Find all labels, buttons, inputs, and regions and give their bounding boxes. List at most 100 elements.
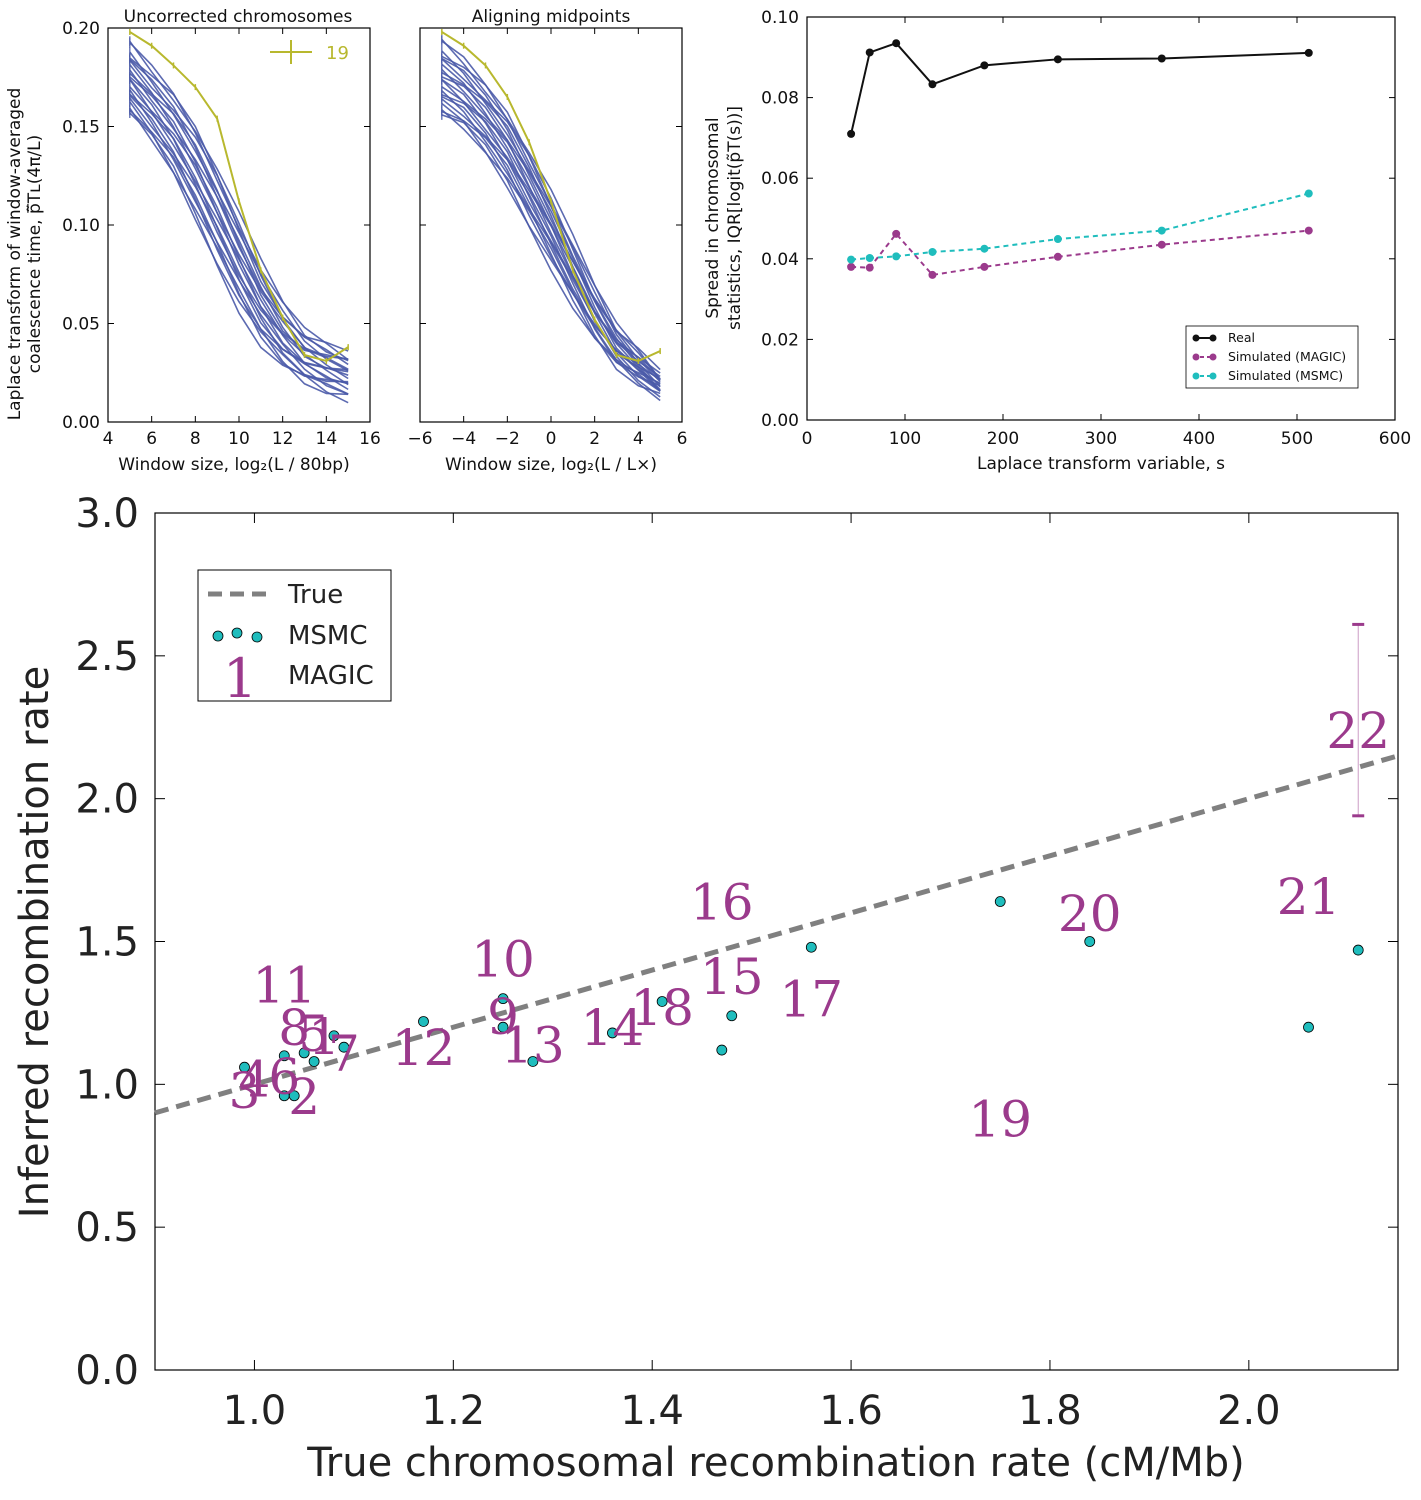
series-point: [892, 252, 901, 261]
msmc-point: [338, 1041, 350, 1053]
series-point: [847, 262, 856, 271]
panel-b: Aligning midpoints −6 −4 −2 0 2 4 6 Window siz…: [407, 7, 687, 475]
series-point: [980, 262, 989, 271]
x-tick-label: 1.0: [223, 1388, 287, 1434]
panel-a-ylabel-1: Laplace transform of window-averaged: [5, 88, 25, 421]
series-point: [1157, 226, 1166, 235]
y-tick-label: 0.05: [62, 314, 100, 334]
magic-label-4: 4: [239, 1051, 271, 1109]
series-point: [980, 244, 989, 253]
x-tick-label: 4: [633, 429, 644, 449]
x-tick-label: 400: [1183, 429, 1215, 449]
y-tick-label: 0.10: [62, 216, 100, 236]
legend-msmc-dot-2: [231, 627, 243, 639]
msmc-point: [328, 1030, 340, 1042]
series-point: [865, 48, 874, 57]
x-tick-label: 2.0: [1217, 1388, 1281, 1434]
panel-a: Uncorrected chromosomes 4 6 8 10 12 14 16 0.00 0…: [5, 7, 381, 475]
chromosome-series: [129, 72, 349, 361]
y-tick-label: 2.5: [75, 634, 139, 680]
series-point: [892, 229, 901, 238]
y-tick-label: 0.10: [761, 8, 799, 28]
panel-d: 1.0 1.2 1.4 1.6 1.8 2.00.00.51.01.52.02.53.0 …: [12, 491, 1399, 1486]
legend-19-label: 19: [326, 43, 349, 64]
legend-magic-marker: [1192, 353, 1200, 361]
y-tick-label: 0.08: [761, 89, 799, 109]
chromosome-series: [129, 86, 349, 371]
msmc-point: [497, 993, 509, 1005]
series-point: [892, 39, 901, 48]
x-tick-label: 2: [589, 429, 600, 449]
x-tick-label: 10: [228, 429, 250, 449]
magic-label-22: 22: [1326, 702, 1390, 760]
panel-c-ylabel-1: Spread in chromosomal: [703, 117, 723, 318]
msmc-point: [656, 996, 668, 1007]
series-point: [865, 263, 874, 272]
series-point: [928, 270, 937, 279]
y-tick-label: 1.0: [75, 1062, 139, 1108]
x-tick-label: 1.8: [1018, 1388, 1082, 1434]
x-tick-label: −4: [451, 429, 476, 449]
series-point: [865, 253, 874, 262]
msmc-point: [288, 1090, 300, 1102]
x-tick-label: 0: [802, 429, 813, 449]
legend-msmc-dot-3: [251, 631, 263, 643]
msmc-point: [726, 1010, 738, 1022]
magic-label-10: 10: [471, 931, 535, 989]
y-tick-label: 0.5: [75, 1205, 139, 1251]
series-line-real: [850, 42, 1309, 135]
y-tick-label: 0.00: [62, 413, 100, 433]
panel-c-xlabel: Laplace transform variable, s: [977, 454, 1225, 474]
series-point: [1304, 226, 1313, 235]
y-tick-label: 1.5: [75, 920, 139, 966]
panel-b-xlabel: Window size, log₂(L / L×): [445, 455, 657, 475]
panel-a-xlabel: Window size, log₂(L / 80bp): [118, 455, 349, 475]
x-tick-label: 14: [316, 429, 338, 449]
series-line-simulated-magic-: [851, 229, 1309, 276]
magic-label-21: 21: [1277, 868, 1341, 926]
x-tick-label: 100: [889, 429, 921, 449]
true-line: [154, 753, 1399, 1116]
series-point: [1053, 252, 1062, 261]
msmc-point: [418, 1016, 429, 1027]
panel-d-ylabel: Inferred recombination rate: [12, 666, 58, 1218]
legend-real-marker: [1192, 334, 1200, 342]
series-point: [847, 129, 856, 138]
magic-label-2: 2: [288, 1068, 320, 1126]
legend-real-label: Real: [1228, 330, 1255, 345]
msmc-point: [1084, 936, 1096, 947]
legend-true-label: True: [287, 580, 343, 610]
chromosome-series: [129, 97, 349, 383]
chromosome-series: [129, 64, 349, 380]
legend-magic-label: MAGIC: [288, 661, 374, 691]
panel-d-msmc-points: [239, 896, 1364, 1102]
magic-label-17: 17: [779, 971, 843, 1029]
legend-msmc-label: Simulated (MSMC): [1228, 368, 1343, 383]
x-tick-label: 6: [677, 429, 688, 449]
chromosome-series: [129, 59, 349, 360]
panel-b-lines: [441, 28, 661, 402]
series-point: [980, 61, 989, 70]
panel-d-ticks: 1.0 1.2 1.4 1.6 1.8 2.0 0.0 0.5 1.0 1.5 2.0 2.5 3.0: [75, 491, 1398, 1434]
msmc-point: [805, 941, 817, 953]
magic-label-3: 3: [229, 1062, 261, 1120]
magic-label-13: 13: [501, 1016, 565, 1074]
series-point: [847, 255, 856, 264]
y-tick-label: 0.04: [761, 250, 799, 270]
magic-label-19: 19: [968, 1091, 1032, 1149]
x-tick-label: 6: [146, 429, 157, 449]
magic-label-7: 7: [328, 1025, 360, 1083]
y-tick-label: 0.06: [761, 169, 799, 189]
series-point: [1157, 240, 1166, 249]
magic-label-9: 9: [487, 988, 519, 1046]
panel-d-true-line: [154, 753, 1399, 1116]
magic-label-16: 16: [690, 874, 754, 932]
legend-msmc-marker-2: [1209, 372, 1217, 380]
panel-c: 0 100 200 300 400 500 600 0.00 0.02 0.04 0.06 0.08 0…: [703, 8, 1411, 474]
y-tick-label: 0.15: [62, 117, 100, 137]
chromosome-series: [441, 109, 661, 395]
panel-a-ticks: 4 6 8 10 12 14 16 0.00 0.05 0.10 0.15 0.20: [62, 19, 381, 449]
x-tick-label: −6: [407, 429, 432, 449]
msmc-point: [527, 1056, 539, 1067]
